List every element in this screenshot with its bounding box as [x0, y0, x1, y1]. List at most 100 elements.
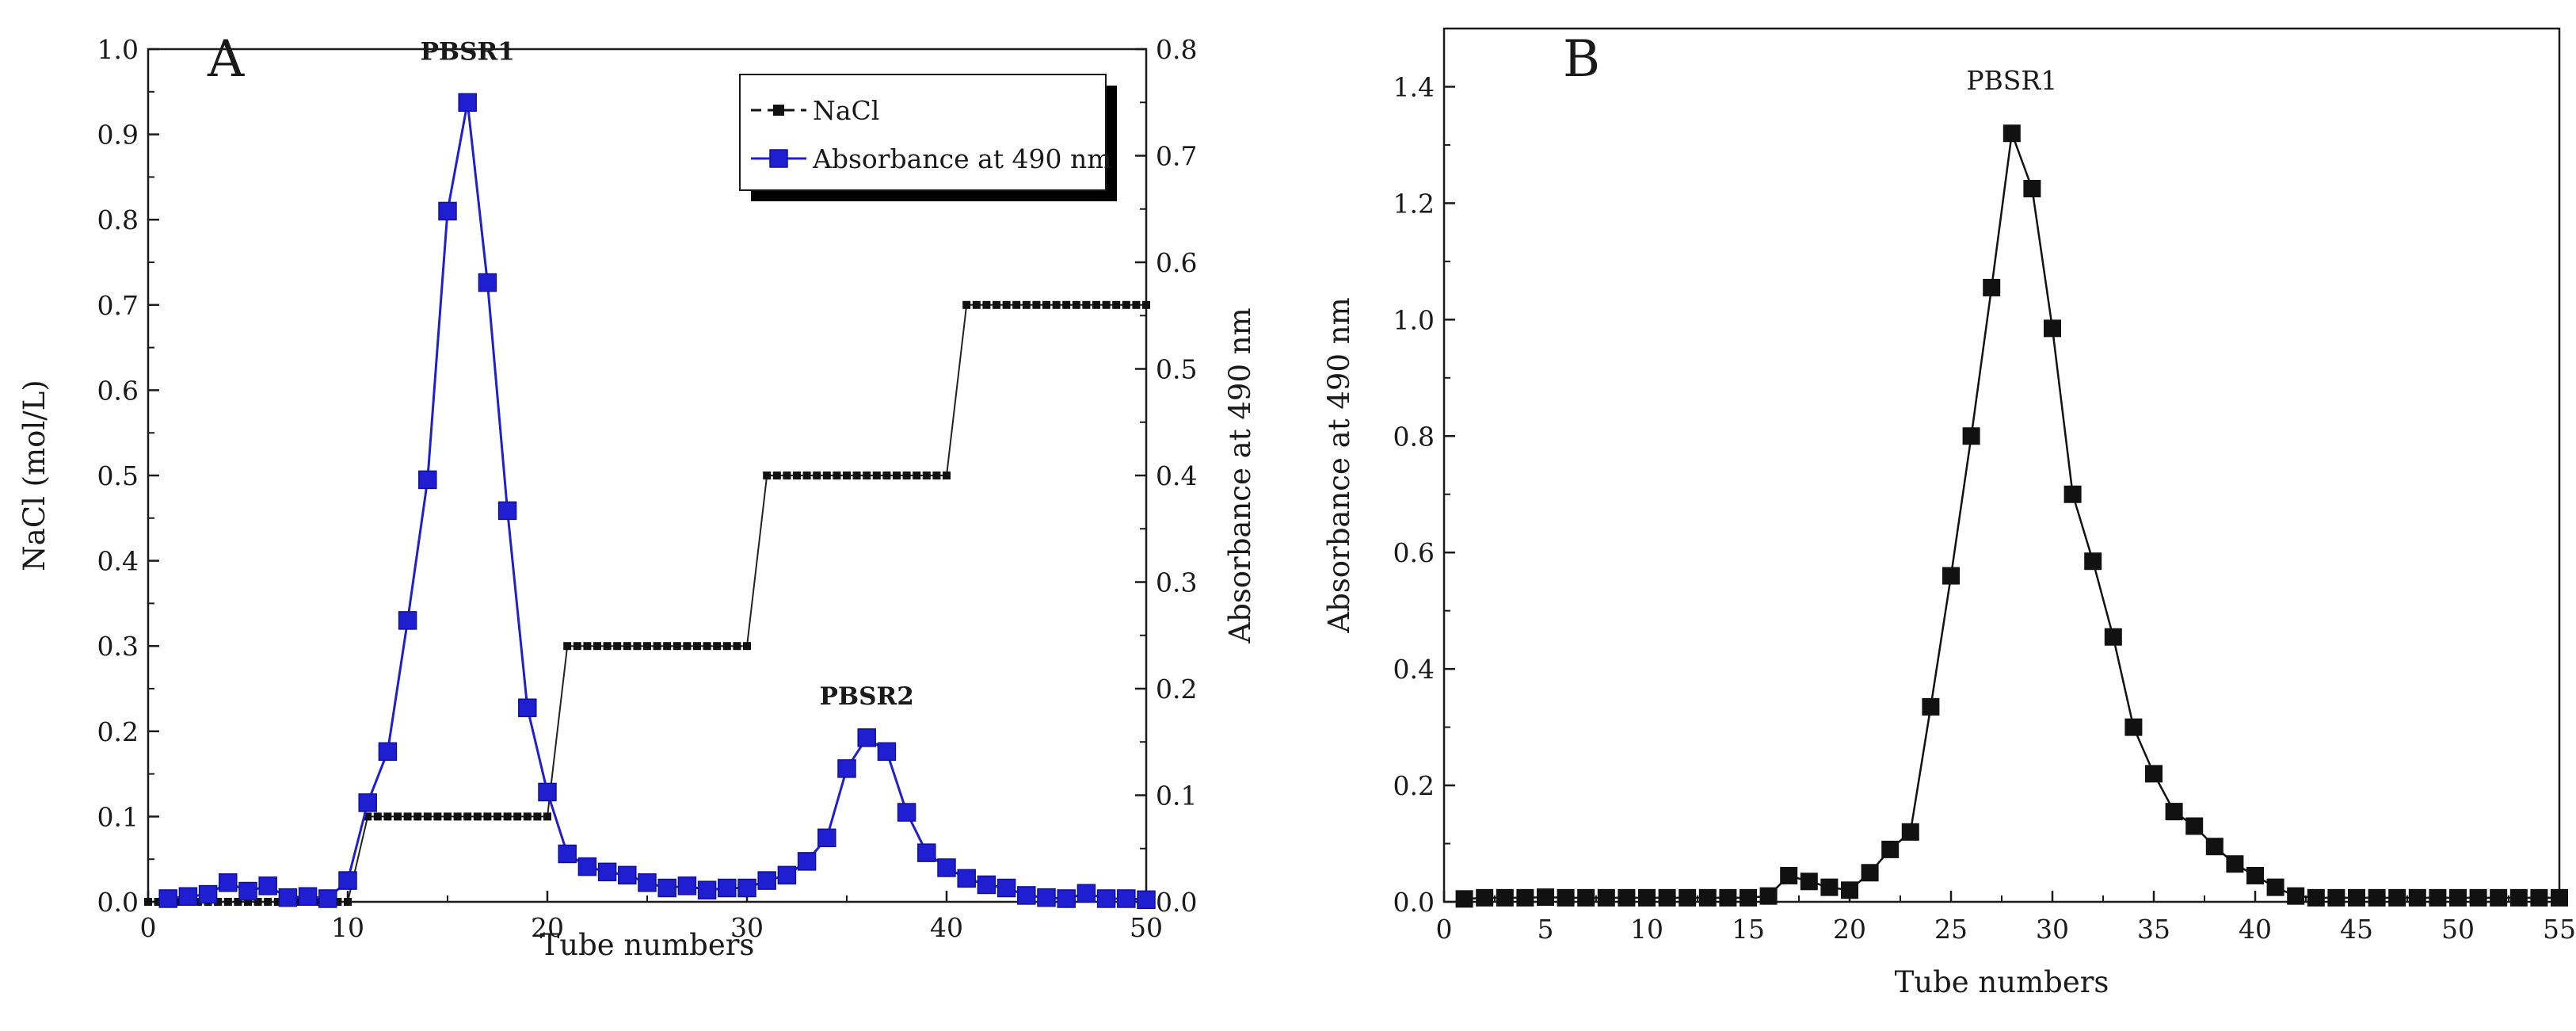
absorbance-point [497, 501, 517, 521]
absorbance-point [797, 852, 817, 871]
absorbance-point [1037, 888, 1056, 907]
a-x-tick-label: 20 [531, 912, 564, 943]
b-x-tick-label: 15 [1732, 914, 1765, 945]
b-absorbance-point [2104, 628, 2122, 646]
a-x-tick-label: 30 [730, 912, 764, 943]
nacl-point [743, 642, 751, 651]
absorbance-point [1096, 889, 1116, 908]
panel-a-letter: A [207, 30, 245, 89]
a-y-tick-label: 0.8 [97, 204, 139, 235]
absorbance-point [577, 857, 597, 876]
panel-a-ticks: 0 10 20 30 40 500.00.10.20.30.40.50.60.70.80.… [97, 34, 1198, 943]
b-absorbance-point [1841, 881, 1858, 899]
nacl-point [763, 472, 772, 479]
absorbance-point [318, 889, 337, 908]
nacl-point [543, 812, 551, 821]
b-y-tick-label: 0.8 [1393, 421, 1435, 452]
nacl-point [613, 642, 622, 651]
nacl-point [913, 472, 921, 479]
panel-b: B 0 5 10 15 20 25 30 35 40 45 50 55 0.0 0.2 0.4 0.6 0.8 1… [1322, 27, 2576, 999]
b-absorbance-point [2449, 888, 2467, 907]
nacl-point [932, 472, 941, 479]
b-absorbance-point [2063, 485, 2082, 503]
nacl-point [1082, 300, 1091, 309]
nacl-point [373, 812, 382, 821]
panel-b-annotations: PBSR1 [1966, 65, 2057, 96]
b-absorbance-point [2287, 887, 2305, 905]
b-x-tick-label: 55 [2543, 914, 2576, 945]
a-y-tick-label: 0.4 [97, 546, 139, 577]
absorbance-point [618, 865, 637, 885]
a-y-tick-label: 0.7 [97, 290, 139, 321]
nacl-point [603, 642, 612, 651]
b-absorbance-point [2124, 718, 2143, 736]
nacl-point [872, 472, 881, 479]
a-y2-tick-label: 0.7 [1156, 141, 1197, 172]
absorbance-point [996, 878, 1016, 898]
b-x-tick-label: 45 [2340, 914, 2373, 945]
nacl-point [1092, 300, 1100, 309]
b-x-tick-label: 25 [1934, 914, 1968, 945]
a-y-tick-label: 0.9 [97, 120, 139, 151]
nacl-point [264, 898, 272, 906]
nacl-point [173, 898, 182, 906]
b-absorbance-point [2044, 319, 2061, 338]
b-absorbance-point [1455, 890, 1473, 908]
absorbance-point [338, 871, 357, 890]
nacl-point [444, 812, 452, 821]
b-y-tick-label: 1.0 [1393, 304, 1435, 335]
b-absorbance-point [1759, 887, 1778, 905]
absorbance-point [957, 869, 976, 888]
nacl-point [573, 642, 581, 651]
nacl-point [344, 898, 352, 906]
absorbance-point [278, 888, 298, 907]
legend-absorbance-marker [769, 149, 788, 168]
b-x-tick-label: 5 [1538, 914, 1554, 945]
a-y-tick-label: 0.2 [97, 716, 139, 747]
nacl-point [314, 898, 322, 906]
absorbance-point [877, 742, 897, 762]
absorbance-point [677, 876, 697, 895]
nacl-point [843, 472, 851, 479]
a-y2-tick-label: 0.4 [1156, 460, 1197, 491]
nacl-point [833, 472, 841, 479]
peak-label: PBSR2 [820, 682, 914, 711]
b-absorbance-point [1577, 888, 1595, 907]
b-absorbance-point [2145, 765, 2163, 783]
nacl-point [772, 472, 781, 479]
absorbance-point [837, 759, 856, 778]
absorbance-point [1057, 889, 1076, 908]
b-absorbance-point [2388, 888, 2406, 907]
b-absorbance-point [1557, 888, 1575, 907]
legend-box [739, 74, 1107, 191]
absorbance-point [198, 884, 218, 904]
absorbance-point [298, 887, 318, 907]
nacl-point [253, 898, 262, 906]
b-x-tick-label: 30 [2036, 914, 2069, 945]
b-absorbance-point [1740, 888, 1757, 907]
panel-a-annotations: PBSR1 PBSR2 [421, 37, 914, 711]
nacl-point [882, 472, 891, 479]
legend-nacl-label: NaCl [813, 95, 879, 126]
legend-absorbance-label: Absorbance at 490 nm [812, 143, 1112, 174]
panel-a-y-axis-label: NaCl (mol/L) [17, 380, 51, 571]
nacl-point [563, 642, 572, 651]
panel-b-x-axis-label: Tube numbers [1895, 965, 2109, 999]
panel-a-legend: NaCl Absorbance at 490 nm [739, 74, 1117, 201]
b-absorbance-point [1719, 888, 1737, 907]
a-x-tick-label: 40 [930, 912, 963, 943]
nacl-point [453, 812, 462, 821]
b-y-tick-label: 1.2 [1393, 188, 1435, 219]
a-y-tick-label: 0.6 [97, 375, 139, 406]
absorbance-point [697, 880, 717, 899]
a-x-tick-label: 10 [331, 912, 364, 943]
absorbance-point [977, 875, 996, 895]
nacl-point [433, 812, 442, 821]
nacl-point [394, 812, 402, 821]
b-absorbance-point [2429, 888, 2447, 907]
legend-nacl-marker [773, 105, 784, 116]
b-absorbance-point [2490, 888, 2508, 907]
absorbance-point [718, 878, 737, 898]
absorbance-point [1137, 890, 1156, 910]
